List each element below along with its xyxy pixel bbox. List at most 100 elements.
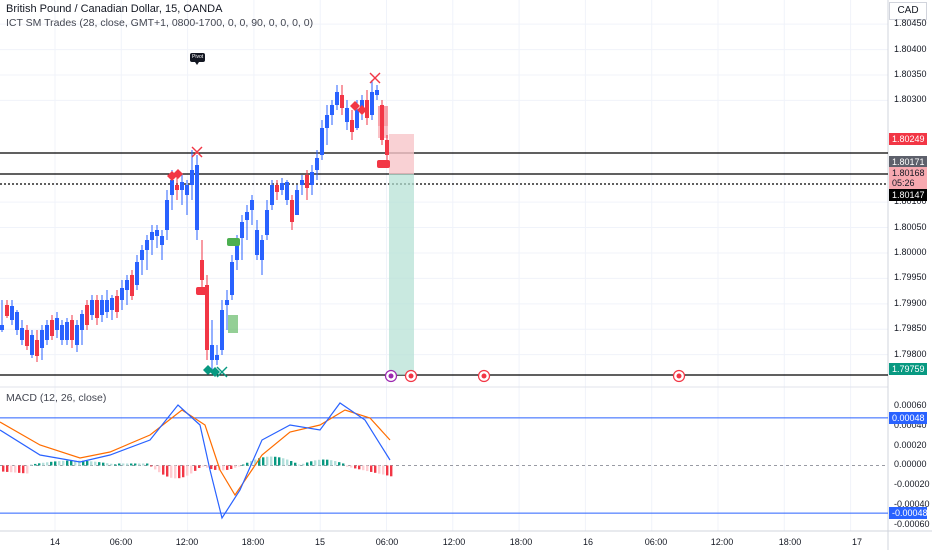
event-icon-dot — [676, 373, 682, 379]
candle-body — [150, 232, 154, 240]
event-icon-dot — [408, 373, 414, 379]
macd-histogram-bar — [354, 465, 357, 469]
macd-histogram-bar — [170, 465, 173, 478]
macd-histogram-bar — [258, 458, 261, 466]
macd-histogram-bar — [70, 460, 73, 466]
time-axis-label: 18:00 — [241, 537, 265, 547]
macd-histogram-bar — [286, 459, 289, 466]
macd-histogram-bar — [138, 463, 141, 466]
macd-scale-label: 0.00040 — [894, 419, 927, 430]
macd-histogram-bar — [94, 461, 97, 466]
macd-histogram-bar — [298, 464, 301, 466]
macd-line — [0, 402, 391, 520]
macd-scale-label: -0.00040 — [894, 499, 930, 510]
macd-histogram-bar — [222, 465, 225, 471]
macd-histogram-bar — [194, 465, 197, 471]
macd-histogram-bar — [14, 465, 17, 473]
macd-histogram-bar — [254, 459, 257, 466]
candle-body — [170, 180, 174, 195]
macd-histogram-bar — [210, 465, 213, 469]
indicator-legend[interactable]: ICT SM Trades (28, close, GMT+1, 0800-17… — [6, 17, 314, 29]
candle-body — [180, 182, 184, 190]
candle-body — [140, 250, 144, 260]
macd-histogram-bar — [278, 457, 281, 466]
macd-legend[interactable]: MACD (12, 26, close) — [6, 392, 107, 404]
macd-histogram-bar — [274, 456, 277, 466]
price-scale-label: 1.79800 — [894, 348, 927, 359]
candle-body — [195, 165, 199, 230]
macd-histogram-bar — [182, 465, 185, 478]
chart-title[interactable]: British Pound / Canadian Dollar, 15, OAN… — [6, 3, 223, 15]
candle-body — [95, 300, 99, 318]
macd-scale-label: -0.00020 — [894, 479, 930, 490]
price-tag: 05:26 — [889, 177, 927, 189]
macd-histogram-bar — [214, 465, 217, 470]
diamond-marker — [357, 105, 367, 115]
time-axis-label: 18:00 — [509, 537, 533, 547]
macd-histogram-bar — [362, 465, 365, 471]
candle-body — [340, 95, 344, 108]
time-axis-label: 16 — [582, 537, 594, 547]
candle-body — [250, 200, 254, 210]
trade-label — [196, 287, 209, 295]
candle-body — [325, 115, 329, 128]
macd-histogram-bar — [90, 461, 93, 466]
macd-histogram-bar — [54, 461, 57, 466]
macd-histogram-bar — [102, 462, 105, 466]
macd-histogram-bar — [38, 463, 41, 466]
candle-body — [270, 185, 274, 205]
macd-histogram-bar — [318, 459, 321, 466]
macd-histogram-bar — [26, 465, 29, 474]
price-tag: 1.80249 — [889, 133, 927, 145]
candle-body — [365, 100, 369, 118]
macd-histogram-bar — [302, 463, 305, 466]
macd-histogram-bar — [122, 463, 125, 466]
price-tag: 1.80171 — [889, 156, 927, 168]
time-axis-label: 12:00 — [442, 537, 466, 547]
candle-body — [215, 355, 219, 360]
candle-body — [45, 325, 49, 340]
candle-body — [355, 110, 359, 128]
macd-histogram-bar — [58, 461, 61, 466]
macd-histogram-bar — [126, 463, 129, 466]
time-axis-label: 06:00 — [375, 537, 399, 547]
macd-histogram-bar — [358, 465, 361, 470]
candle-body — [260, 240, 264, 260]
candle-body — [345, 108, 349, 122]
currency-selector[interactable]: CAD — [889, 2, 927, 20]
time-axis-label: 15 — [314, 537, 326, 547]
macd-histogram-bar — [146, 463, 149, 466]
macd-histogram-bar — [310, 461, 313, 466]
candle-body — [0, 325, 4, 330]
candle-body — [190, 170, 194, 185]
candle-body — [60, 325, 64, 340]
macd-histogram-bar — [166, 465, 169, 477]
candle-body — [280, 183, 284, 190]
fvg-box — [378, 126, 388, 138]
macd-scale-label: 0.00060 — [894, 399, 927, 410]
price-scale-label: 1.80100 — [894, 196, 927, 207]
candle-body — [25, 330, 29, 346]
macd-histogram-bar — [350, 465, 353, 468]
macd-histogram-bar — [18, 465, 21, 473]
candle-body — [370, 92, 374, 115]
macd-histogram-bar — [386, 465, 389, 476]
macd-histogram-bar — [382, 465, 385, 475]
price-scale-label: 1.79950 — [894, 272, 927, 283]
macd-histogram-bar — [118, 463, 121, 466]
candle-body — [320, 128, 324, 155]
price-tag: 1.80168 — [889, 167, 927, 179]
candle-body — [115, 296, 119, 312]
candle-body — [5, 305, 9, 316]
macd-histogram-bar — [162, 465, 165, 475]
diamond-marker — [173, 169, 183, 179]
price-scale-label: 1.80050 — [894, 221, 927, 232]
macd-histogram-bar — [82, 460, 85, 466]
candle-body — [300, 180, 304, 185]
macd-histogram-bar — [230, 465, 233, 469]
macd-histogram-bar — [378, 465, 381, 474]
trade-label — [377, 160, 390, 168]
candle-body — [375, 90, 379, 95]
